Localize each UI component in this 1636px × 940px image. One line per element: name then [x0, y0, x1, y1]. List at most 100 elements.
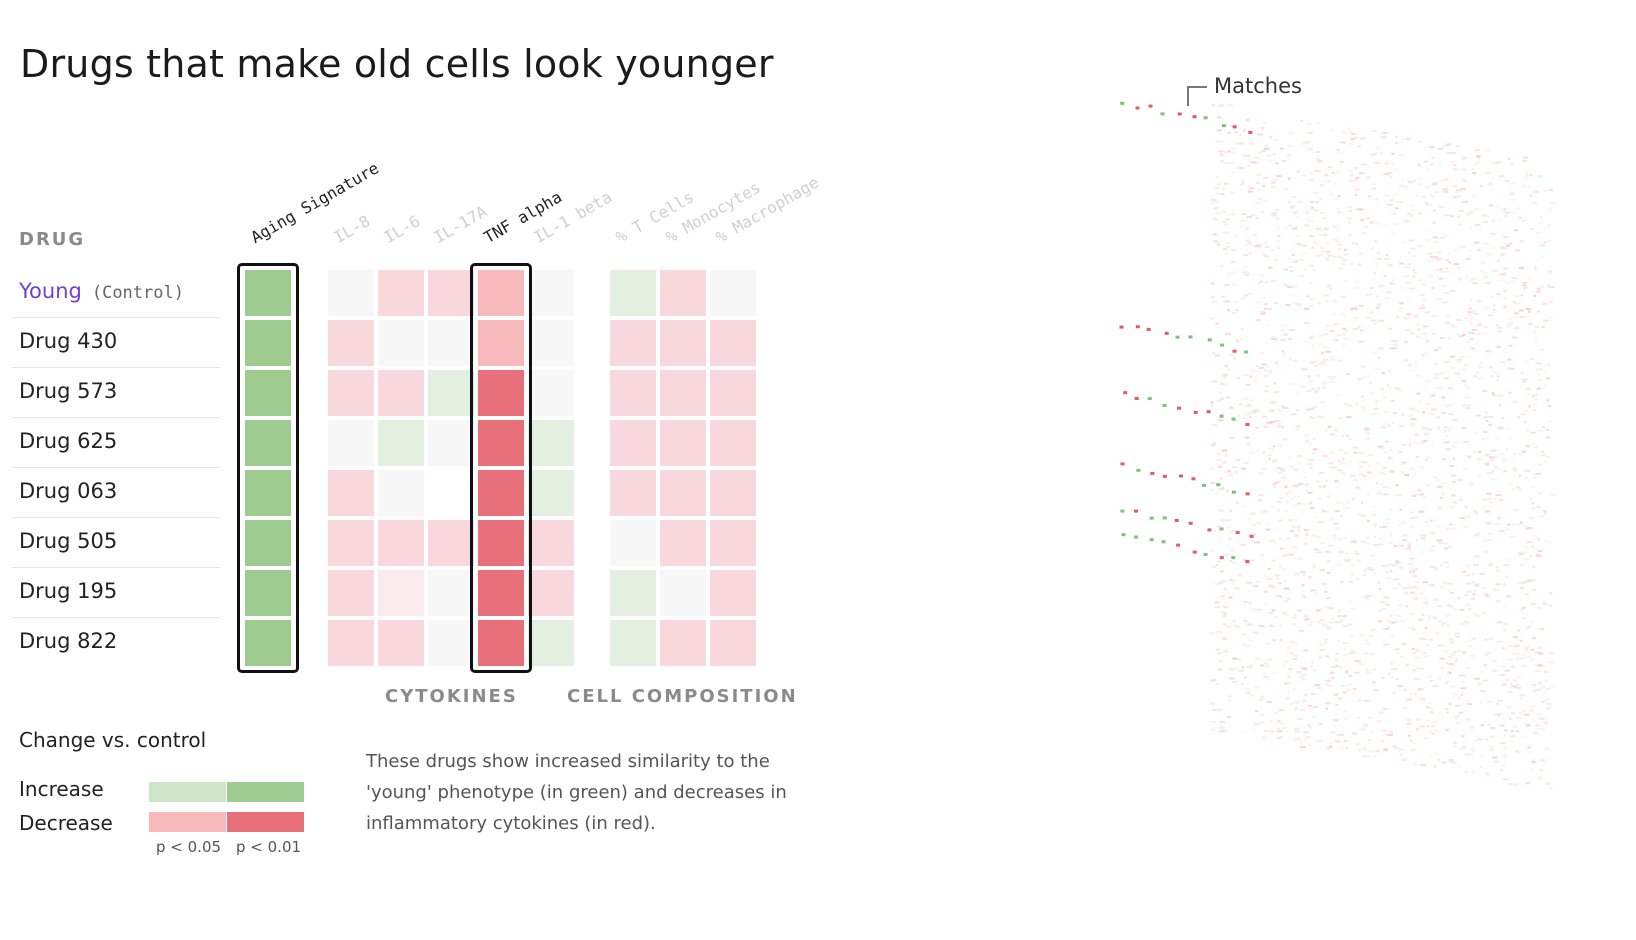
matches-texture-mark [1526, 360, 1529, 363]
matches-texture-mark [1278, 519, 1283, 522]
matches-texture-mark [1387, 620, 1390, 623]
matches-texture-mark [1514, 645, 1520, 648]
matches-texture-mark [1459, 276, 1463, 279]
matches-texture-mark [1269, 586, 1275, 589]
matches-texture-mark [1505, 325, 1510, 328]
heatmap-cell [478, 370, 524, 416]
matches-texture-mark [1445, 406, 1448, 409]
matches-texture-mark [1365, 639, 1368, 642]
matches-texture-mark [1310, 206, 1314, 209]
matches-texture-mark [1327, 626, 1333, 629]
matches-texture-mark [1499, 273, 1505, 276]
matches-texture-mark [1507, 645, 1513, 648]
matches-texture-mark [1390, 662, 1394, 665]
matches-texture-mark [1211, 300, 1218, 303]
matches-texture-mark [1471, 612, 1477, 615]
matches-texture-mark [1224, 223, 1228, 226]
matches-texture-mark [1385, 603, 1390, 606]
matches-texture-mark [1408, 562, 1413, 565]
legend-swatch-decrease-p05 [149, 812, 226, 832]
matches-texture-mark [1543, 512, 1547, 515]
matches-texture-mark [1499, 453, 1504, 455]
matches-texture-mark [1271, 609, 1276, 612]
matches-texture-mark [1409, 511, 1415, 514]
matches-texture-mark [1538, 241, 1545, 244]
matches-texture-mark [1535, 553, 1540, 556]
matches-texture-mark [1445, 270, 1451, 273]
matches-texture-mark [1533, 476, 1537, 479]
matches-texture-mark [1249, 142, 1253, 145]
matches-texture-mark [1474, 148, 1481, 151]
matches-texture-mark [1504, 533, 1507, 536]
matches-texture-mark [1277, 425, 1282, 428]
matches-texture-mark [1387, 734, 1393, 737]
matches-texture-mark [1538, 776, 1542, 778]
matches-texture-mark [1361, 596, 1367, 599]
matches-texture-mark [1477, 475, 1481, 478]
matches-texture-mark [1234, 301, 1238, 304]
matches-texture-mark [1547, 270, 1552, 273]
matches-texture-mark [1546, 188, 1552, 191]
matches-texture-mark [1327, 166, 1333, 169]
matches-texture-mark [1362, 375, 1369, 378]
matches-texture-mark [1411, 209, 1414, 212]
matches-texture-mark [1240, 338, 1244, 341]
matches-texture-mark [1341, 259, 1348, 262]
matches-texture-mark [1342, 131, 1346, 134]
matches-texture-mark [1523, 713, 1529, 716]
matches-texture-mark [1504, 207, 1509, 210]
matches-texture-mark [1357, 325, 1361, 328]
matches-texture-mark [1396, 578, 1400, 580]
matches-texture-mark [1492, 756, 1497, 759]
row-divider [11, 567, 221, 568]
matches-texture-mark [1453, 741, 1458, 744]
matches-texture-mark [1360, 406, 1366, 409]
matches-texture-mark [1248, 184, 1251, 187]
matches-texture-mark [1497, 517, 1501, 520]
matches-texture-mark [1286, 651, 1292, 653]
matches-texture-mark [1238, 669, 1245, 672]
matches-texture-mark [1276, 235, 1281, 238]
matches-texture-mark [1538, 777, 1542, 780]
matches-texture-mark [1549, 493, 1556, 496]
matches-texture-mark [1458, 499, 1463, 501]
matches-texture-mark [1533, 409, 1536, 412]
matches-texture-mark [1237, 377, 1240, 380]
matches-texture-mark [1272, 639, 1276, 642]
matches-texture-mark [1383, 748, 1388, 751]
matches-texture-mark [1445, 440, 1450, 443]
matches-texture-mark [1221, 637, 1227, 640]
matches-texture-mark [1522, 710, 1527, 713]
matches-texture-mark [1448, 702, 1452, 705]
matches-texture-mark [1335, 652, 1339, 655]
matches-texture-mark [1471, 572, 1474, 575]
matches-texture-mark [1414, 433, 1419, 436]
matches-texture-mark [1373, 544, 1379, 546]
matches-texture-mark [1543, 679, 1549, 682]
matches-texture-mark [1227, 104, 1233, 107]
matches-texture-mark [1284, 614, 1289, 617]
matches-texture-mark [1331, 129, 1335, 132]
matches-texture-mark [1316, 121, 1320, 124]
matches-texture-mark [1410, 332, 1415, 335]
matches-texture-mark [1308, 443, 1312, 446]
matches-texture-mark [1221, 580, 1227, 583]
matches-texture-mark [1505, 257, 1509, 260]
matches-texture-mark [1409, 542, 1411, 545]
matches-texture-mark [1364, 461, 1368, 464]
matches-texture-mark [1355, 743, 1359, 746]
matches-texture-mark [1413, 742, 1416, 745]
matches-texture-mark [1288, 265, 1293, 268]
matches-texture-mark [1303, 307, 1310, 310]
matches-texture-mark [1219, 140, 1224, 143]
matches-texture-mark [1247, 534, 1252, 537]
matches-texture-mark [1315, 227, 1322, 230]
matches-texture-mark [1226, 396, 1230, 399]
matches-texture-mark [1344, 328, 1348, 331]
matches-texture-mark [1471, 278, 1476, 281]
matches-texture-mark [1210, 296, 1215, 299]
matches-texture-mark [1429, 275, 1434, 278]
matches-texture-mark [1462, 168, 1466, 171]
matches-texture-mark [1292, 688, 1295, 691]
matches-texture-mark [1214, 492, 1219, 495]
